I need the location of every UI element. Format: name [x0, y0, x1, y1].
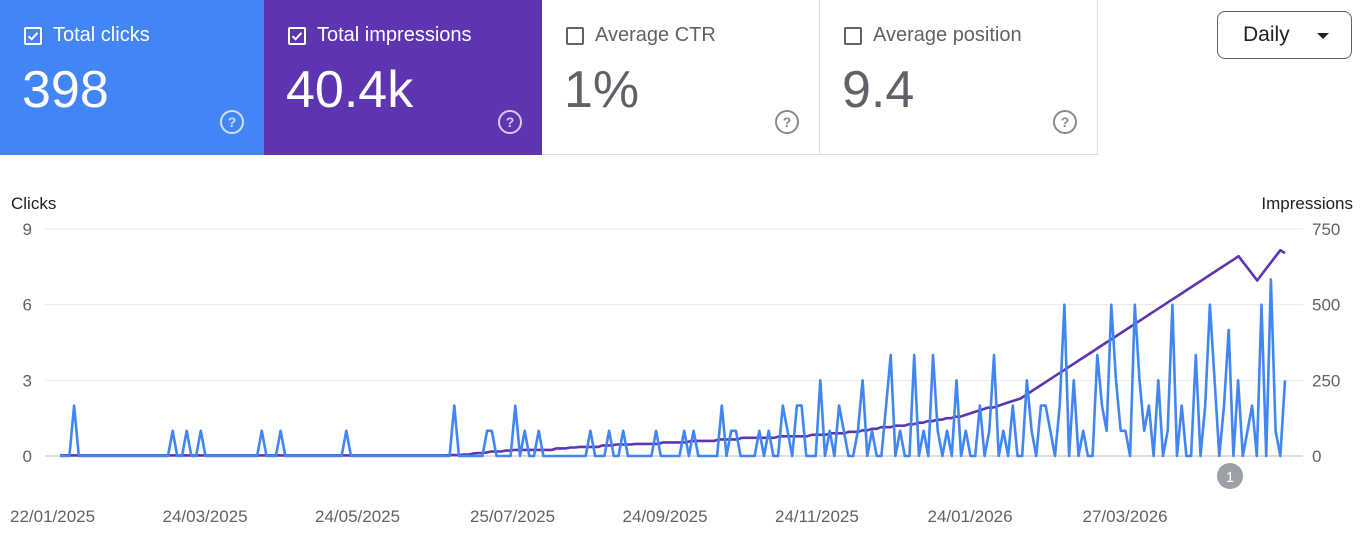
x-tick-label: 27/03/2026 [1083, 507, 1168, 526]
x-tick-label: 24/05/2025 [315, 507, 400, 526]
series-line-clicks [60, 278, 1287, 458]
y-right-tick-label: 250 [1312, 371, 1340, 390]
card-value: 9.4 [842, 61, 915, 119]
annotation-label: 1 [1226, 469, 1234, 486]
card-label: Average position [873, 24, 1022, 46]
average-ctr-card[interactable]: Average CTR 1% ? [542, 0, 820, 155]
card-label: Total impressions [317, 24, 472, 46]
y-left-axis-label: Clicks [11, 194, 56, 213]
card-value: 398 [22, 61, 109, 119]
help-icon[interactable]: ? [498, 110, 522, 134]
granularity-dropdown[interactable]: Daily [1217, 11, 1352, 59]
y-right-tick-label: 0 [1312, 447, 1321, 466]
x-tick-label: 24/11/2025 [775, 507, 859, 526]
card-header: Average CTR [566, 24, 716, 47]
card-value: 40.4k [286, 61, 414, 119]
help-icon[interactable]: ? [220, 110, 244, 134]
checkbox-checked-icon[interactable] [288, 26, 306, 45]
x-tick-label: 24/09/2025 [623, 507, 708, 526]
y-left-tick-label: 0 [23, 447, 32, 466]
dropdown-arrow-icon [1317, 33, 1329, 39]
total-impressions-card[interactable]: Total impressions 40.4k ? [264, 0, 542, 155]
card-header: Total clicks [24, 24, 150, 47]
x-tick-label: 22/01/2025 [10, 507, 95, 526]
y-right-tick-label: 500 [1312, 296, 1340, 315]
help-icon[interactable]: ? [1053, 110, 1077, 134]
total-clicks-card[interactable]: Total clicks 398 ? [0, 0, 264, 155]
checkbox-checked-icon[interactable] [24, 26, 42, 45]
x-tick-label: 25/07/2025 [470, 507, 555, 526]
annotation-marker [1217, 463, 1243, 489]
card-label: Total clicks [53, 24, 150, 46]
average-position-card[interactable]: Average position 9.4 ? [820, 0, 1098, 155]
x-tick-label: 24/03/2025 [163, 507, 248, 526]
y-right-axis-label: Impressions [1261, 194, 1353, 213]
series-line-impressions [60, 248, 1286, 457]
x-tick-label: 24/01/2026 [928, 507, 1013, 526]
y-right-tick-label: 750 [1312, 220, 1340, 239]
card-value: 1% [564, 61, 640, 119]
checkbox-unchecked-icon[interactable] [844, 26, 862, 45]
granularity-value: Daily [1243, 23, 1290, 46]
checkbox-unchecked-icon[interactable] [566, 26, 584, 45]
y-left-tick-label: 9 [23, 220, 32, 239]
metric-cards: Total clicks 398 ? Total impressions 40.… [0, 0, 1098, 155]
y-left-tick-label: 6 [23, 296, 32, 315]
help-icon[interactable]: ? [775, 110, 799, 134]
y-left-tick-label: 3 [23, 371, 32, 390]
card-header: Average position [844, 24, 1022, 47]
card-label: Average CTR [595, 24, 716, 46]
card-header: Total impressions [288, 24, 472, 47]
